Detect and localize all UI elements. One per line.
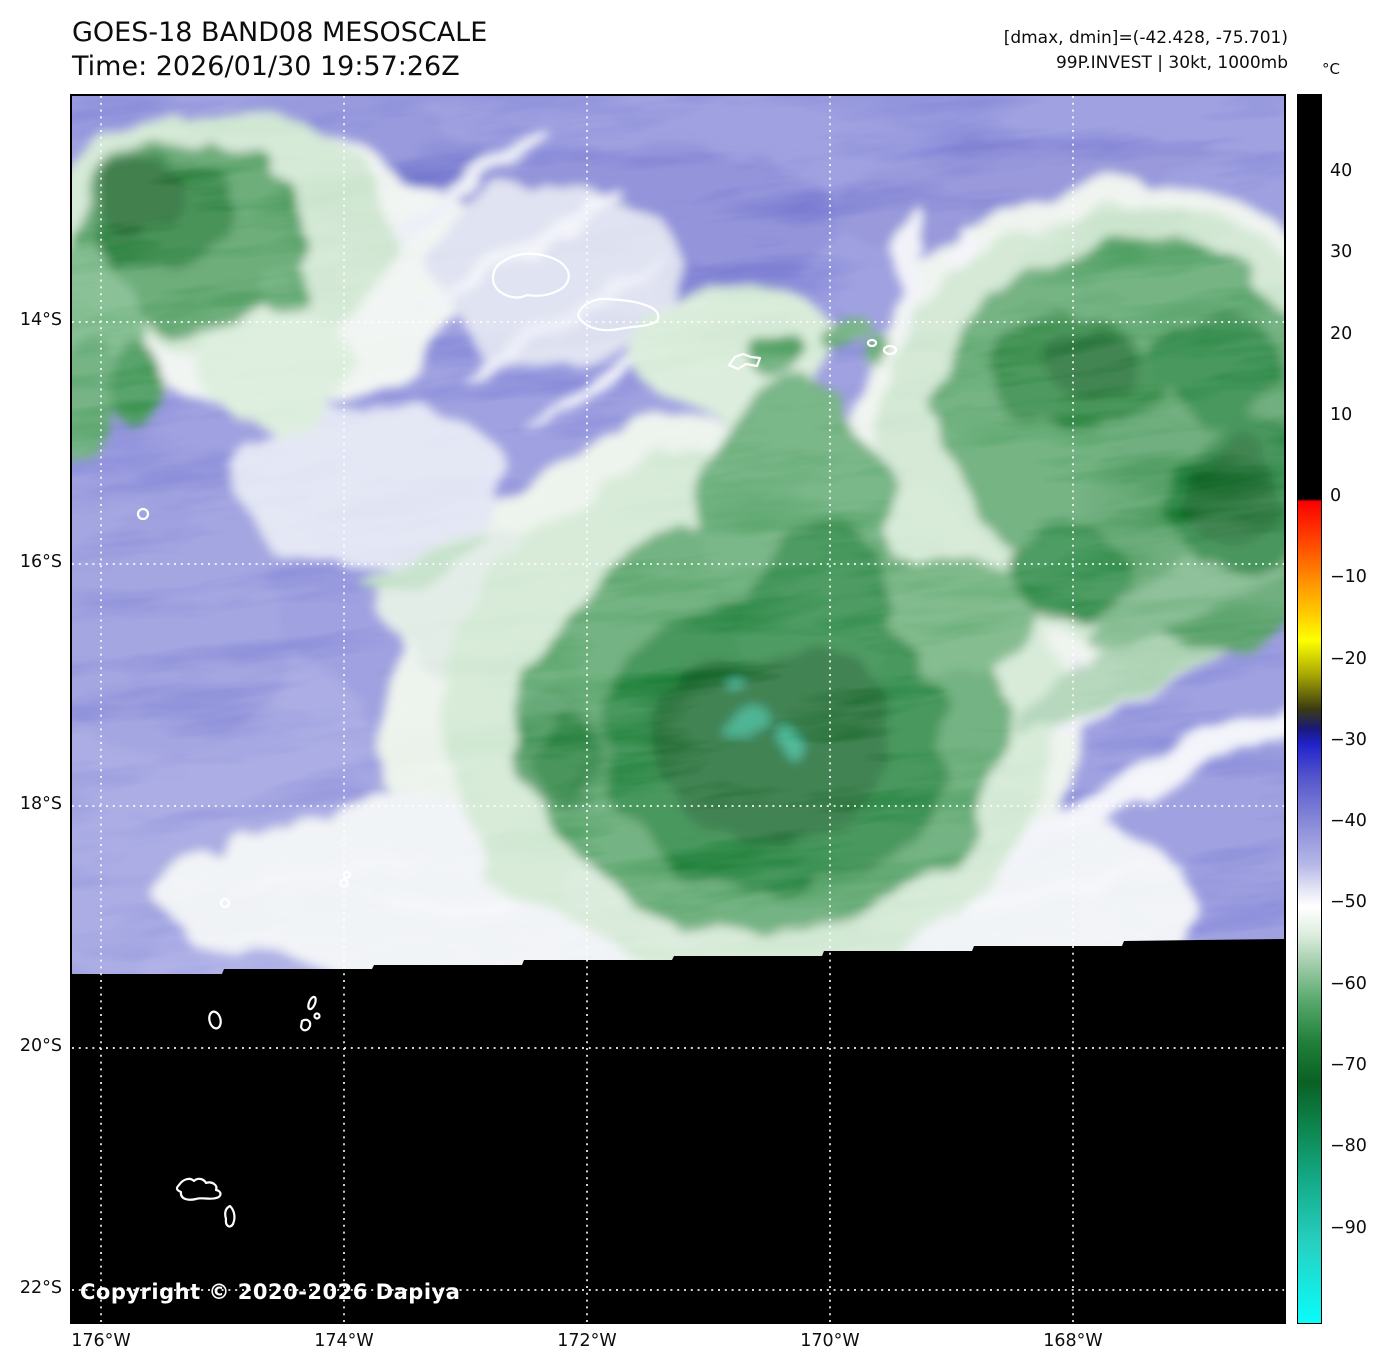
colorbar-tick-20: 20 <box>1330 324 1353 344</box>
lat-label-16s: 16°S <box>19 552 62 572</box>
cloud-streak-texture <box>72 96 1284 1135</box>
colorbar-tick-m40: −40 <box>1330 811 1367 831</box>
storm-info-readout: 99P.INVEST | 30kt, 1000mb <box>1055 52 1288 73</box>
colorbar-tick-m20: −20 <box>1330 649 1367 669</box>
satellite-image <box>72 96 1284 1322</box>
lat-label-22s: 22°S <box>19 1278 62 1298</box>
colorbar-tick-40: 40 <box>1330 161 1353 181</box>
lat-label-14s: 14°S <box>19 310 62 330</box>
graticule <box>72 96 1284 1322</box>
dmax-dmin-readout: [dmax, dmin]=(-42.428, -75.701) <box>1003 28 1288 48</box>
colorbar-tick-m80: −80 <box>1330 1136 1367 1156</box>
lat-label-20s: 20°S <box>19 1036 62 1056</box>
lon-label-174w: 174°W <box>314 1331 374 1351</box>
lon-label-176w: 176°W <box>71 1331 131 1351</box>
lon-label-172w: 172°W <box>557 1331 617 1351</box>
colorbar-tick-m50: −50 <box>1330 892 1367 912</box>
colorbar-tick-10: 10 <box>1330 405 1353 425</box>
time-label: Time: 2026/01/30 19:57:26Z <box>72 50 460 82</box>
scan-gap-region <box>72 939 1284 1322</box>
colorbar-tick-m30: −30 <box>1330 730 1367 750</box>
page-title-block: GOES-18 BAND08 MESOSCALE Time: 2026/01/3… <box>72 16 487 84</box>
colorbar-tick-m60: −60 <box>1330 974 1367 994</box>
colorbar-tick-0: 0 <box>1330 486 1342 506</box>
colorbar-tick-m70: −70 <box>1330 1055 1367 1075</box>
colorbar-tick-30: 30 <box>1330 242 1353 262</box>
coastline-outlines <box>136 252 898 1228</box>
celsius-unit-label: °C <box>1322 60 1340 78</box>
colorbar-tick-m10: −10 <box>1330 567 1367 587</box>
page-title: GOES-18 BAND08 MESOSCALE <box>72 17 488 48</box>
lon-label-168w: 168°W <box>1043 1331 1103 1351</box>
map-frame <box>70 94 1286 1324</box>
lon-label-170w: 170°W <box>800 1331 860 1351</box>
copyright-watermark: Copyright © 2020-2026 Dapiya <box>80 1280 461 1304</box>
lat-label-18s: 18°S <box>19 794 62 814</box>
storm-readout-block: [dmax, dmin]=(-42.428, -75.701) 99P.INVE… <box>1004 26 1288 75</box>
colorbar-tick-m90: −90 <box>1330 1218 1367 1238</box>
temperature-colorbar <box>1297 94 1322 1324</box>
